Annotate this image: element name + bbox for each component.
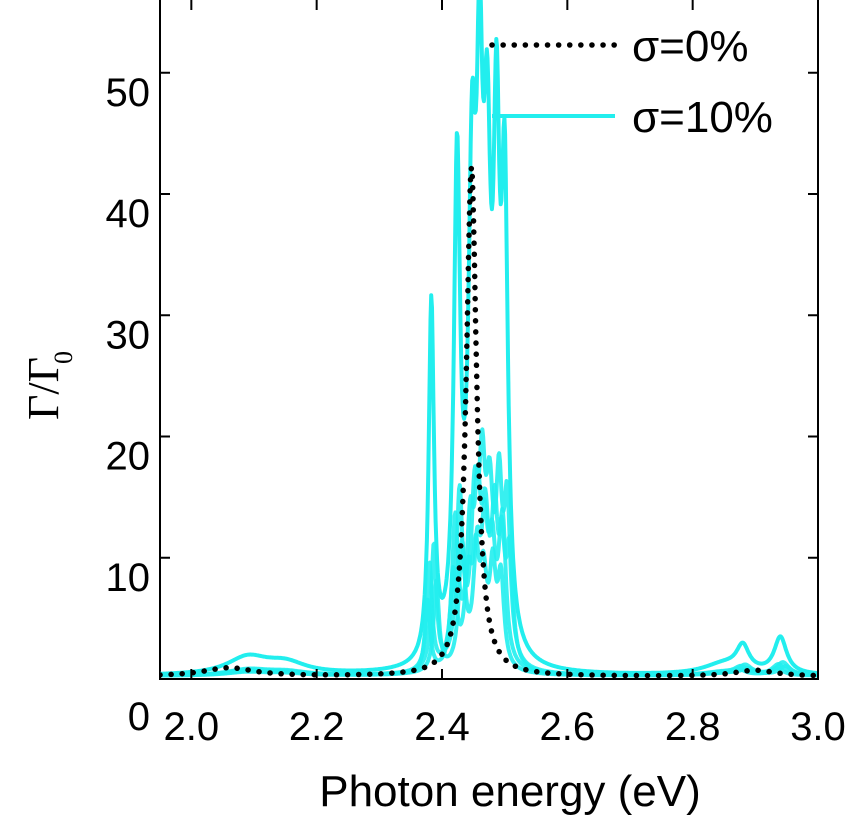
series-layer (160, 0, 818, 679)
legend: σ=0% σ=10% (489, 22, 773, 142)
labels-layer: 2.0 2.2 2.4 2.6 2.8 3.0 10 20 30 40 50 0 Photon ener… (19, 71, 846, 816)
y-tick-label: 20 (106, 435, 151, 479)
series-sigma-10-line (160, 427, 818, 678)
y-axis-title-main: Γ/Γ (19, 357, 68, 420)
x-tick-label: 2.4 (414, 705, 470, 749)
x-tick-label: 2.8 (665, 705, 721, 749)
series-sigma-0-line (160, 166, 818, 679)
series-sigma-10-line (160, 0, 818, 676)
y-tick-label: 30 (106, 313, 151, 357)
series-sigma-10-line (160, 497, 818, 678)
y-tick-label: 40 (106, 192, 151, 236)
x-tick-label: 2.6 (540, 705, 596, 749)
legend-label: σ=0% (632, 22, 748, 71)
x-tick-label: 2.2 (289, 705, 345, 749)
y-tick-label: 50 (106, 71, 151, 115)
x-axis-title: Photon energy (eV) (319, 767, 701, 816)
x-tick-label: 2.0 (164, 705, 220, 749)
y-axis-title-sub: 0 (49, 351, 78, 364)
plot-area (159, 0, 819, 680)
x-tick-label: 3.0 (790, 705, 846, 749)
ticks-layer (160, 0, 819, 679)
y-tick-label: 10 (106, 556, 151, 600)
y-zero-label: 0 (128, 695, 150, 739)
plot-frame (159, 0, 819, 680)
legend-label: σ=10% (632, 93, 773, 142)
y-axis-title: Γ/Γ0 (19, 351, 78, 420)
